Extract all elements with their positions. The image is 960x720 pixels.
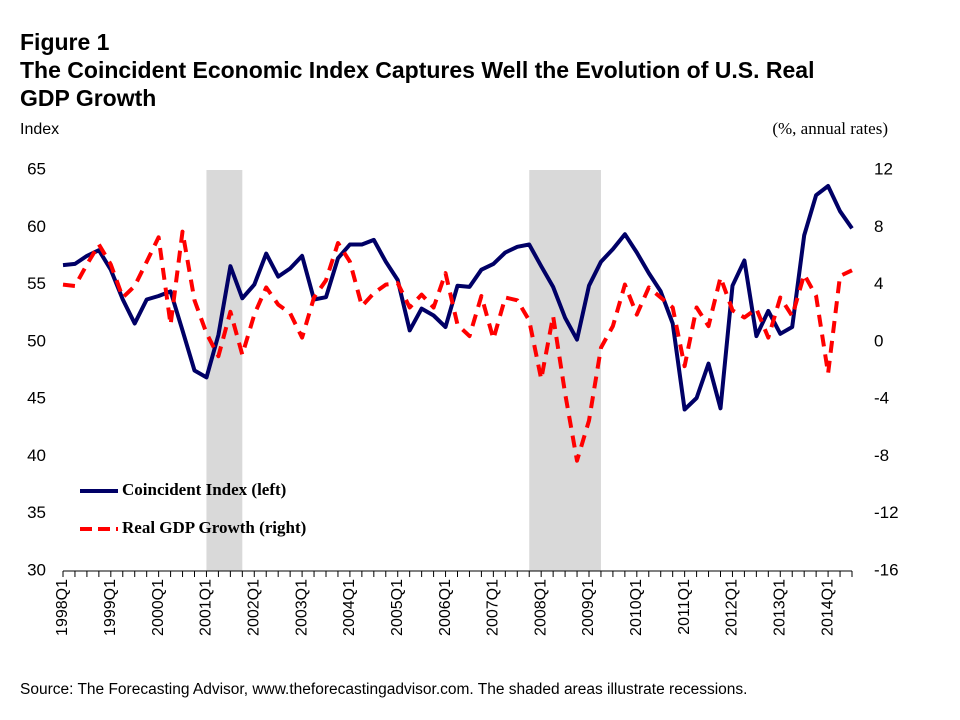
y-tick-label: 65 bbox=[27, 159, 46, 178]
y-axis-label: Index bbox=[20, 121, 59, 138]
y-tick-label: 45 bbox=[27, 389, 46, 408]
y2-tick-label: -12 bbox=[874, 503, 899, 522]
x-tick-label: 2013Q1 bbox=[771, 579, 788, 636]
x-tick-label: 1999Q1 bbox=[102, 579, 119, 636]
x-tick-label: 2003Q1 bbox=[293, 579, 310, 636]
y2-tick-label: -4 bbox=[874, 389, 889, 408]
x-tick-label: 2000Q1 bbox=[150, 579, 167, 636]
x-tick-label: 1998Q1 bbox=[54, 579, 71, 636]
y-tick-label: 30 bbox=[27, 560, 46, 579]
y2-tick-label: 0 bbox=[874, 331, 883, 350]
x-tick-label: 2011Q1 bbox=[676, 579, 693, 635]
x-tick-label: 2002Q1 bbox=[245, 579, 262, 636]
x-tick-label: 2010Q1 bbox=[628, 579, 645, 636]
x-tick-label: 2008Q1 bbox=[532, 579, 549, 636]
recession-shade bbox=[206, 170, 243, 571]
y-tick-label: 50 bbox=[27, 331, 46, 350]
data-line bbox=[62, 184, 854, 412]
x-tick-label: 2006Q1 bbox=[437, 579, 454, 636]
x-tick-label: 2014Q1 bbox=[819, 579, 836, 636]
y-tick-label: 55 bbox=[27, 274, 46, 293]
x-tick-label: 2004Q1 bbox=[341, 579, 358, 636]
y-tick-label: 60 bbox=[27, 217, 46, 236]
figure-label: Figure 1 bbox=[20, 29, 110, 55]
x-tick-label: 2012Q1 bbox=[724, 579, 741, 636]
data-line bbox=[62, 229, 853, 463]
x-tick-label: 2001Q1 bbox=[198, 579, 215, 636]
y2-tick-label: 4 bbox=[874, 274, 883, 293]
legend-label: Coincident Index (left) bbox=[122, 480, 286, 499]
legend-label: Real GDP Growth (right) bbox=[122, 518, 306, 537]
y2-tick-label: 12 bbox=[874, 159, 893, 178]
y2-tick-label: -16 bbox=[874, 560, 899, 579]
y-tick-label: 35 bbox=[27, 503, 46, 522]
y-tick-label: 40 bbox=[27, 446, 46, 465]
title-block: Figure 1 The Coincident Economic Index C… bbox=[20, 28, 850, 112]
y2-tick-label: -8 bbox=[874, 446, 889, 465]
x-tick-label: 2005Q1 bbox=[389, 579, 406, 636]
y2-tick-label: 8 bbox=[874, 217, 883, 236]
source-note: Source: The Forecasting Advisor, www.the… bbox=[20, 681, 747, 698]
chart-title: The Coincident Economic Index Captures W… bbox=[20, 57, 815, 111]
x-tick-label: 2009Q1 bbox=[580, 579, 597, 636]
x-tick-label: 2007Q1 bbox=[485, 579, 502, 636]
y2-axis-label: (%, annual rates) bbox=[772, 119, 888, 138]
